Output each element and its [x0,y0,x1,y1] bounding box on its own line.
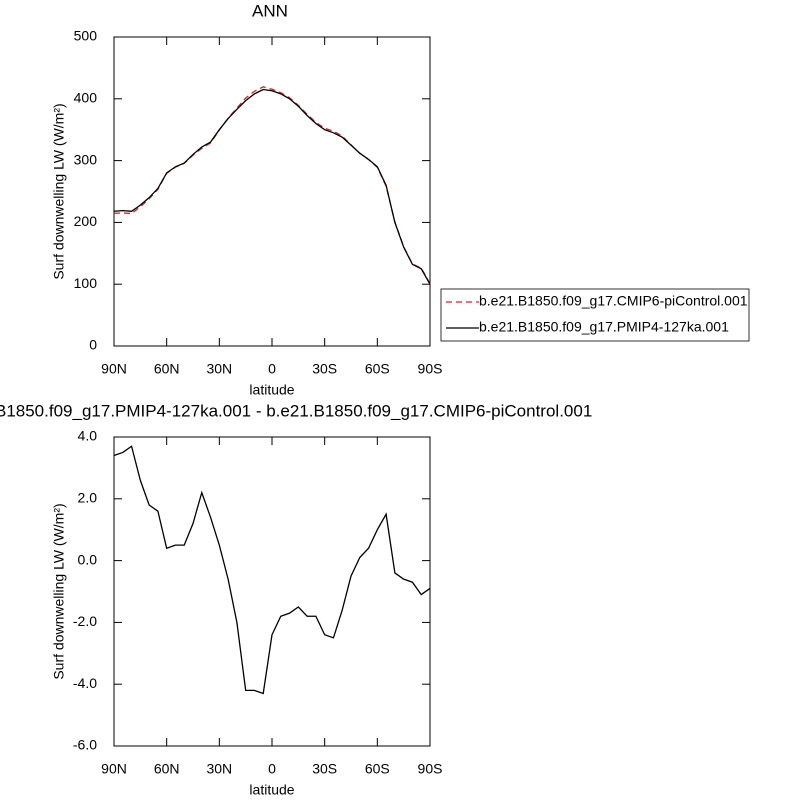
data-line [113,86,431,284]
y-tick-label: -6.0 [73,737,97,753]
x-tick-label: 90N [101,361,127,377]
y-tick-label: 2.0 [78,490,98,506]
y-tick-label: 500 [74,28,98,44]
x-tick-label: 30N [206,761,232,777]
x-axis-label: latitude [249,382,294,398]
chart-title: b.e21.B1850.f09_g17.PMIP4-127ka.001 - b.… [0,401,592,420]
x-tick-label: 60S [365,761,390,777]
legend-box [440,288,750,342]
x-axis-label: latitude [249,782,294,798]
chart-title: ANN [252,1,288,20]
x-tick-label: 60N [154,761,180,777]
y-tick-label: 0.0 [78,551,98,567]
y-tick-label: -4.0 [73,675,97,691]
y-tick-label: -2.0 [73,613,97,629]
y-tick-label: 100 [74,275,98,291]
x-tick-label: 60N [154,361,180,377]
x-tick-label: 90S [418,361,443,377]
y-axis-label: Surf downwelling LW (W/m²) [51,503,67,679]
legend-label: b.e21.B1850.f09_g17.CMIP6-piControl.001 [479,293,748,309]
plot-frame [113,436,431,747]
y-tick-label: 300 [74,151,98,167]
plot-frame [113,36,431,347]
y-tick-label: 4.0 [78,428,98,444]
y-tick-label: 400 [74,90,98,106]
x-tick-label: 30N [206,361,232,377]
x-tick-label: 90S [418,761,443,777]
x-tick-label: 0 [268,361,276,377]
legend-label: b.e21.B1850.f09_g17.PMIP4-127ka.001 [479,319,729,335]
x-tick-label: 30S [312,761,337,777]
x-tick-label: 60S [365,361,390,377]
x-tick-label: 30S [312,361,337,377]
x-tick-label: 90N [101,761,127,777]
y-tick-label: 200 [74,213,98,229]
data-line [113,445,431,695]
y-tick-label: 0 [89,337,97,353]
x-tick-label: 0 [268,761,276,777]
y-axis-label: Surf downwelling LW (W/m²) [51,103,67,279]
data-line [113,88,431,285]
